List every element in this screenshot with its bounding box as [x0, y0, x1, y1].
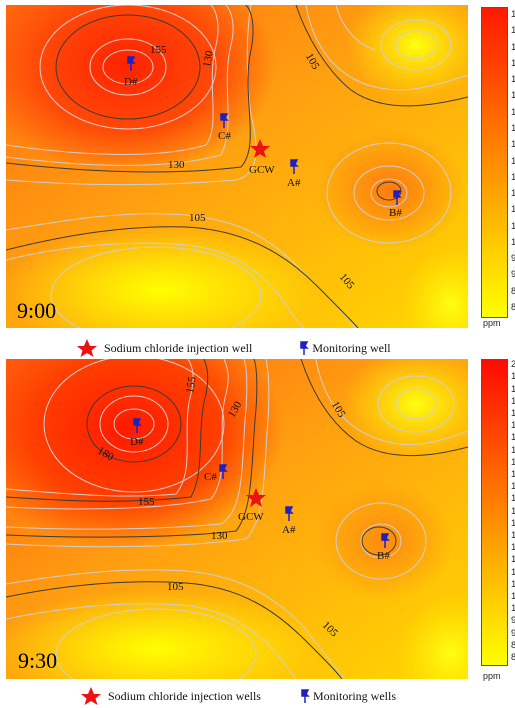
- well-label-A: A#: [282, 524, 296, 536]
- colorbar-tick-label: 90: [511, 627, 515, 639]
- legend-item-monitoring: Monitoring wells: [299, 689, 396, 704]
- colorbar-tick-label: 80: [511, 301, 515, 313]
- colorbar-tick-label: 190: [511, 383, 515, 395]
- colorbar-tick-label: 105: [511, 590, 515, 602]
- well-label-GCW: GCW: [249, 164, 275, 176]
- unit-label-top: ppm: [483, 318, 501, 328]
- legend-item-injection: Sodium chloride injection well: [76, 338, 252, 358]
- colorbar-tick-label: 145: [511, 493, 515, 505]
- legend-item-injection: Sodium chloride injection wells: [80, 686, 261, 706]
- colorbar-tick-label: 16: [511, 41, 515, 53]
- well-label-C: C#: [204, 471, 217, 483]
- monitoring-well-pin-C: [219, 464, 228, 479]
- colorbar-tick-label: 14: [511, 106, 515, 118]
- colorbar-tick-label: 110: [511, 578, 515, 590]
- colorbar-tick-label: 140: [511, 505, 515, 517]
- colorbar-tick-label: 155: [511, 468, 515, 480]
- contour-label: 130: [201, 49, 216, 68]
- contour-label: 105: [189, 212, 206, 224]
- well-label-A: A#: [287, 177, 301, 189]
- colorbar-tick-label: 15: [511, 74, 515, 86]
- legend-injection-label: Sodium chloride injection well: [104, 340, 253, 355]
- colorbar-tick-label: 120: [511, 554, 515, 566]
- well-label-D: D#: [130, 436, 144, 448]
- colorbar-top: 17 16 16 15 15 14 14 13 13 12 12 11 11 10 10 95 90 85 80: [481, 7, 515, 325]
- colorbar-tick-label: 10: [511, 220, 515, 232]
- colorbar-tick-label: 150: [511, 481, 515, 493]
- unit-label-bottom: ppm: [483, 671, 501, 681]
- monitoring-well-pin-A: [285, 506, 294, 521]
- colorbar-tick-label: 85: [511, 285, 515, 297]
- contour-label: 155: [138, 496, 155, 508]
- well-label-GCW: GCW: [238, 511, 264, 523]
- star-icon: [81, 687, 101, 705]
- time-label-top: 9:00: [17, 298, 57, 323]
- pin-icon: [301, 689, 310, 703]
- legend-injection-label: Sodium chloride injection wells: [108, 688, 261, 703]
- legend-monitoring-label: Monitoring wells: [312, 688, 396, 703]
- legend-item-monitoring: Monitoring well: [298, 340, 391, 356]
- colorbar-gradient-top: [481, 7, 508, 318]
- colorbar-tick-label: 185: [511, 395, 515, 407]
- contour-plot-top: 155 130 105 130 105 105 D# C# A# B#: [6, 5, 468, 328]
- colorbar-tick-label: 130: [511, 529, 515, 541]
- colorbar-tick-label: 90: [511, 269, 515, 281]
- pin-icon: [300, 341, 310, 355]
- concentration-map-top: 155 130 105 130 105 105 D# C# A# B#: [6, 5, 468, 328]
- colorbar-tick-label: 160: [511, 456, 515, 468]
- time-label-bottom: 9:30: [18, 648, 58, 673]
- star-icon: [77, 339, 97, 357]
- colorbar-tick-label: 80: [511, 651, 515, 663]
- injection-well-star: [250, 139, 270, 158]
- legend-top: Sodium chloride injection well Monitorin…: [76, 338, 391, 358]
- colorbar-tick-label: 115: [511, 566, 515, 578]
- colorbar-tick-label: 200: [511, 359, 515, 371]
- colorbar-tick-label: 12: [511, 171, 515, 183]
- well-label-B: B#: [389, 207, 402, 219]
- legend-monitoring-label: Monitoring well: [312, 340, 391, 355]
- colorbar-tick-label: 125: [511, 542, 515, 554]
- colorbar-bottom: 2001951901851801751701651601551501451401…: [481, 359, 515, 671]
- colorbar-tick-label: 13: [511, 122, 515, 134]
- colorbar-tick-label: 15: [511, 57, 515, 69]
- monitoring-well-pin-C: [220, 113, 229, 128]
- well-label-D: D#: [124, 76, 138, 88]
- colorbar-tick-label: 12: [511, 155, 515, 167]
- colorbar-tick-label: 95: [511, 615, 515, 627]
- monitoring-well-pin-B: [393, 190, 402, 205]
- contour-plot-bottom: 180 155 130 155 130 105 105 105 D# C# A#: [6, 359, 468, 679]
- colorbar-tick-label: 16: [511, 25, 515, 37]
- contour-label: 130: [168, 159, 185, 171]
- colorbar-tick-label: 165: [511, 444, 515, 456]
- monitoring-well-pin-D: [133, 418, 142, 433]
- colorbar-tick-label: 195: [511, 371, 515, 383]
- contour-label: 155: [184, 375, 199, 394]
- concentration-map-bottom: 180 155 130 155 130 105 105 105 D# C# A#: [6, 359, 468, 679]
- colorbar-tick-label: 175: [511, 420, 515, 432]
- monitoring-well-pin-B: [381, 533, 390, 548]
- colorbar-tick-label: 10: [511, 236, 515, 248]
- contour-label: 155: [150, 44, 167, 56]
- legend-bottom: Sodium chloride injection wells Monitori…: [80, 686, 396, 706]
- colorbar-tick-label: 13: [511, 139, 515, 151]
- monitoring-well-pin-D: [127, 56, 136, 71]
- colorbar-gradient-bottom: [481, 359, 508, 666]
- colorbar-tick-label: 100: [511, 603, 515, 615]
- colorbar-tick-label: 170: [511, 432, 515, 444]
- colorbar-tick-label: 85: [511, 639, 515, 651]
- colorbar-tick-label: 95: [511, 253, 515, 265]
- colorbar-tick-label: 14: [511, 90, 515, 102]
- well-label-B: B#: [377, 550, 390, 562]
- colorbar-tick-label: 135: [511, 517, 515, 529]
- colorbar-tick-label: 11: [511, 188, 515, 200]
- contour-label: 105: [167, 581, 184, 593]
- contour-label: 130: [211, 530, 228, 542]
- injection-well-star: [246, 488, 266, 507]
- colorbar-tick-label: 11: [511, 204, 515, 216]
- monitoring-well-pin-A: [290, 159, 299, 174]
- colorbar-tick-label: 17: [511, 9, 515, 21]
- well-label-C: C#: [218, 130, 231, 142]
- colorbar-tick-label: 180: [511, 407, 515, 419]
